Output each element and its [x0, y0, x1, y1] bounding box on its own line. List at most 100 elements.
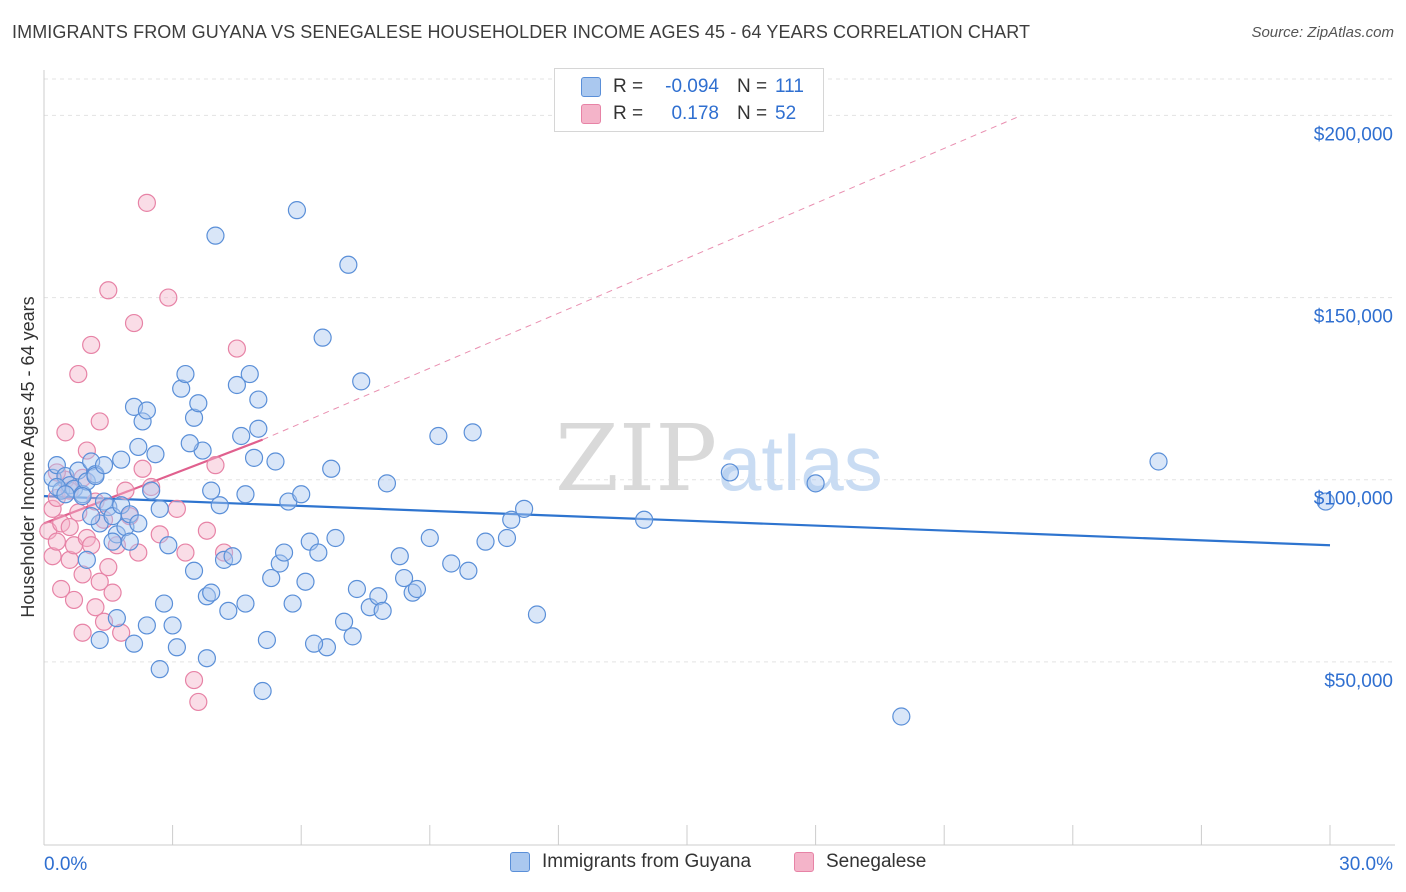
point-guyana: [322, 459, 341, 478]
point-guyana: [892, 707, 911, 726]
watermark-atlas: atlas: [718, 419, 883, 507]
stats-legend: R = -0.094 N = 111 R = 0.178 N = 52: [554, 68, 824, 132]
legend-r-label: R =: [613, 76, 644, 97]
trend-line-senegalese: [43, 438, 264, 525]
y-tick-label: $100,000: [1314, 489, 1393, 510]
point-senegalese: [77, 441, 96, 460]
point-senegalese: [43, 499, 62, 518]
point-senegalese: [56, 423, 75, 442]
point-senegalese: [103, 583, 122, 602]
point-guyana: [497, 528, 517, 548]
point-guyana: [262, 568, 281, 588]
point-guyana: [210, 496, 229, 515]
legend-r-value: -0.094: [665, 76, 719, 97]
point-guyana: [429, 426, 448, 446]
point-senegalese: [73, 565, 92, 584]
point-guyana: [806, 474, 825, 493]
point-senegalese: [99, 281, 118, 300]
point-guyana: [90, 630, 109, 650]
point-guyana: [219, 601, 238, 620]
point-guyana: [476, 532, 495, 551]
y-tick-label: $150,000: [1314, 307, 1393, 328]
legend-swatch-guyana: [581, 77, 601, 97]
point-guyana: [343, 627, 362, 646]
point-guyana: [249, 419, 268, 438]
point-guyana: [137, 401, 156, 420]
point-guyana: [56, 485, 75, 504]
legend-row-senegalese: R = 0.178 N = 52: [581, 101, 796, 127]
point-guyana: [442, 554, 461, 573]
point-senegalese: [176, 543, 195, 562]
point-guyana: [82, 507, 101, 526]
point-senegalese: [47, 532, 66, 551]
legend-n-value: 111: [775, 76, 804, 97]
point-guyana: [287, 201, 307, 220]
point-senegalese: [124, 313, 144, 333]
point-senegalese: [206, 456, 225, 475]
point-guyana: [369, 587, 388, 606]
point-guyana: [223, 547, 242, 566]
point-senegalese: [99, 558, 118, 577]
point-guyana: [150, 499, 169, 518]
point-guyana: [176, 364, 195, 384]
point-senegalese: [82, 335, 101, 355]
watermark-zip: ZIP: [555, 405, 717, 512]
x-tick-label-right: 30.0%: [1339, 854, 1393, 875]
trend-line-senegalese-extension: [262, 114, 1022, 441]
point-guyana: [227, 375, 246, 395]
point-guyana: [163, 616, 182, 635]
point-guyana: [292, 485, 311, 504]
point-guyana: [184, 561, 204, 580]
point-guyana: [339, 255, 358, 274]
point-guyana: [180, 434, 199, 453]
point-guyana: [352, 372, 371, 391]
point-senegalese: [197, 521, 216, 540]
point-guyana: [326, 528, 345, 548]
legend-r-label: R =: [613, 103, 644, 124]
point-guyana: [202, 583, 221, 602]
point-guyana: [172, 379, 191, 398]
legend-swatch-senegalese: [581, 104, 601, 124]
point-senegalese: [73, 623, 92, 642]
point-senegalese: [159, 288, 178, 307]
point-guyana: [202, 481, 221, 500]
point-guyana: [377, 474, 397, 493]
point-guyana: [124, 634, 144, 653]
trend-line-guyana: [43, 495, 1331, 547]
point-guyana: [107, 609, 126, 628]
chart-title: IMMIGRANTS FROM GUYANA VS SENEGALESE HOU…: [12, 22, 1031, 42]
bottom-legend-guyana[interactable]: Immigrants from Guyana: [510, 851, 751, 873]
point-guyana: [515, 499, 534, 518]
point-senegalese: [116, 481, 135, 500]
bottom-legend-senegalese[interactable]: Senegalese: [794, 851, 926, 873]
chart-source: Source: ZipAtlas.com: [1251, 24, 1394, 41]
point-senegalese: [69, 364, 88, 384]
point-guyana: [313, 328, 332, 347]
point-senegalese: [90, 572, 109, 591]
point-guyana: [347, 579, 367, 599]
point-guyana: [304, 634, 324, 653]
point-senegalese: [43, 547, 62, 566]
point-guyana: [463, 423, 482, 442]
point-guyana: [184, 408, 204, 427]
point-guyana: [206, 226, 225, 245]
point-guyana: [150, 660, 169, 679]
point-guyana: [274, 543, 294, 562]
point-guyana: [635, 510, 654, 529]
point-guyana: [270, 554, 289, 573]
point-senegalese: [112, 623, 131, 642]
point-guyana: [120, 532, 139, 551]
point-senegalese: [133, 459, 152, 478]
point-senegalese: [52, 579, 71, 599]
bottom-legend-swatch-senegalese: [794, 852, 814, 872]
bottom-legend-swatch-guyana: [510, 852, 530, 872]
point-guyana: [240, 364, 259, 384]
y-tick-label: $200,000: [1314, 124, 1393, 145]
point-guyana: [334, 612, 354, 631]
point-senegalese: [86, 598, 105, 617]
point-guyana: [253, 681, 272, 701]
point-guyana: [407, 579, 427, 599]
point-senegalese: [82, 536, 101, 555]
point-guyana: [266, 452, 285, 471]
point-guyana: [420, 528, 439, 548]
